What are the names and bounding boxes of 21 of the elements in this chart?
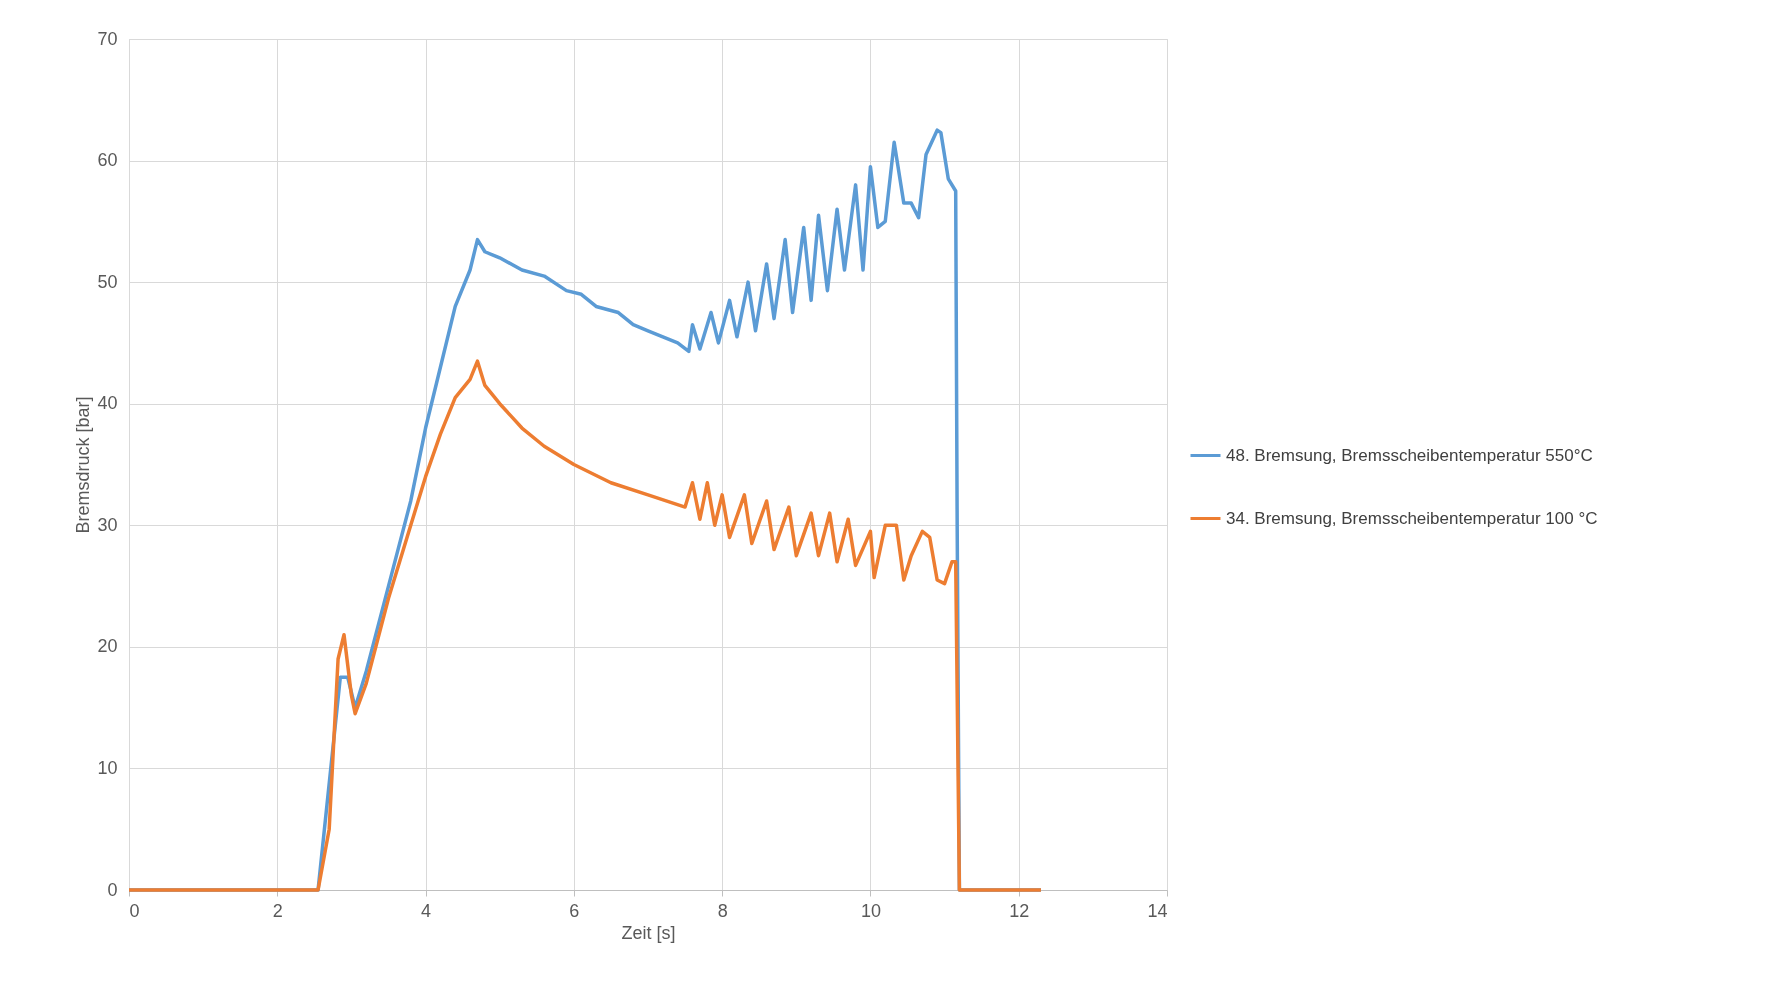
y-tick-label: 10 [97, 757, 118, 778]
y-tick-label: 60 [97, 150, 118, 171]
legend-label: 48. Bremsung, Bremsscheibentemperatur 550°C [1226, 445, 1593, 465]
x-tick-label: 14 [1147, 900, 1168, 921]
y-tick-label: 0 [107, 879, 118, 900]
x-tick-label: 2 [272, 900, 283, 921]
x-axis-title: Zeit [s] [621, 922, 676, 943]
y-tick-label: 30 [97, 514, 118, 535]
line-series [127, 359, 1043, 892]
x-tick-label: 6 [569, 900, 580, 921]
legend-label: 34. Bremsung, Bremsscheibentemperatur 100 °C [1226, 508, 1598, 528]
x-tick-label: 8 [717, 900, 728, 921]
y-tick-label: 50 [97, 271, 118, 292]
x-tick-label: 0 [129, 900, 140, 921]
y-tick-label: 70 [97, 28, 118, 49]
y-tick-label: 40 [97, 393, 118, 414]
x-tick-label: 12 [1009, 900, 1030, 921]
y-tick-label: 20 [97, 636, 118, 657]
x-tick-label: 10 [860, 900, 881, 921]
y-axis-title: Bremsdruck [bar] [73, 396, 94, 534]
x-tick-label: 4 [421, 900, 432, 921]
